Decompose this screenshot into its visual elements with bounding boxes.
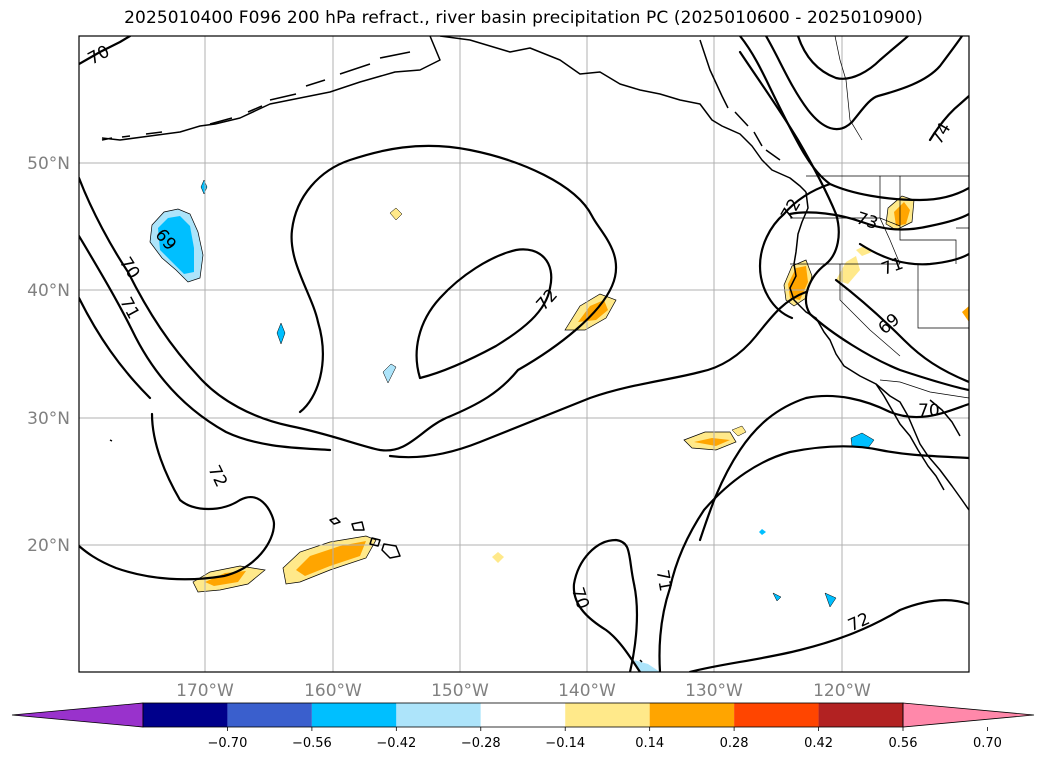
contour-70-north — [79, 36, 132, 66]
colorbar-bin — [734, 703, 819, 727]
contour-72-ridge — [738, 36, 969, 320]
small-islands — [109, 439, 643, 663]
colorbar-tick-label: 0.42 — [804, 736, 833, 751]
contour-72-loop — [79, 412, 276, 581]
lat-label: 30°N — [27, 409, 70, 429]
precip-shading — [149, 179, 969, 672]
lon-label: 150°W — [431, 681, 489, 701]
colorbar-bin — [818, 703, 903, 727]
colorbar-extend-low — [11, 702, 144, 728]
colorbar-frame — [142, 702, 904, 728]
contour-71-south — [858, 242, 969, 266]
lon-label: 160°W — [304, 681, 362, 701]
height-contours — [79, 36, 969, 672]
contour-aleutian-trough — [79, 144, 618, 452]
colorbar-bin — [143, 703, 228, 727]
colorbar-bin — [565, 703, 650, 727]
gridlines — [79, 36, 969, 672]
colorbar-tick-label: 0.70 — [973, 736, 1002, 751]
contour-70-south — [572, 538, 642, 672]
colorbar-bin — [227, 703, 312, 727]
shade-neg-small-6 — [772, 592, 782, 602]
utah-state — [917, 264, 969, 329]
colorbar: −0.70 −0.56 −0.42 −0.28 −0.14 0.14 0.28 0.42 0.5… — [11, 702, 1035, 751]
shade-pos-small-2 — [492, 552, 504, 563]
colorbar-tick-label: 0.56 — [889, 736, 918, 751]
contour-72-closed — [415, 248, 553, 380]
lat-label: 40°N — [27, 281, 70, 301]
contour-70-west — [79, 234, 332, 452]
contour-label: 71 — [652, 568, 675, 593]
shade-pos-west-core — [205, 571, 246, 586]
contour-71-lower — [658, 445, 969, 672]
lon-label: 120°W — [813, 681, 871, 701]
contour-upper-ridge — [764, 36, 964, 131]
colorbar-tick-label: 0.14 — [635, 736, 664, 751]
hawaii-islands — [329, 517, 401, 559]
shade-neg-small-3 — [382, 363, 397, 384]
baja-coast — [875, 383, 961, 491]
contour-69-lower — [834, 278, 969, 384]
colorbar-extend-high — [902, 702, 1035, 728]
shade-pos-calcoast-core — [788, 266, 808, 300]
shade-pos-interior-3 — [856, 246, 872, 256]
coastlines — [101, 36, 969, 663]
map-frame — [78, 35, 970, 673]
colorbar-bin — [311, 703, 397, 727]
shade-pos-interior-2-core — [894, 202, 910, 226]
contour-74 — [928, 94, 969, 142]
colorbar-bin — [649, 703, 735, 727]
shade-pos-subtrop-2 — [731, 425, 747, 437]
lon-label: 130°W — [685, 681, 743, 701]
shade-pos-hawaii-core — [296, 541, 366, 576]
longitude-labels: 170°W 160°W 150°W 140°W 130°W 120°W — [176, 681, 871, 701]
colorbar-tick-label: −0.56 — [292, 736, 332, 751]
se-alaska-coast — [699, 39, 781, 161]
shade-pos-small-1 — [389, 207, 403, 221]
colorbar-bin — [480, 703, 566, 727]
colorbar-tick-label: −0.28 — [461, 736, 501, 751]
shade-neg-small-8 — [634, 660, 660, 672]
shade-neg-small-5 — [759, 529, 766, 535]
contour-label: 70 — [918, 401, 940, 421]
aleutian-chain — [101, 51, 411, 141]
contour-70-lower — [698, 394, 969, 542]
map-title: 2025010400 F096 200 hPa refract., river … — [124, 8, 923, 28]
shade-neg-aleutian-core — [158, 216, 194, 274]
colorbar-tick-label: 0.28 — [720, 736, 749, 751]
map-area — [79, 36, 969, 672]
shade-pos-edge — [962, 306, 969, 322]
us-west-coast — [789, 191, 969, 511]
gulf-of-alaska-coast — [439, 36, 807, 193]
shade-neg-small-2 — [276, 322, 286, 345]
shade-neg-small-7 — [824, 592, 837, 608]
latitude-labels: 50°N 40°N 30°N 20°N — [27, 154, 70, 556]
colorbar-tick-label: −0.14 — [545, 736, 585, 751]
alaska-canada-border — [834, 36, 863, 141]
lat-label: 20°N — [27, 536, 70, 556]
lat-label: 50°N — [27, 154, 70, 174]
colorbar-tick-label: −0.70 — [208, 736, 248, 751]
lon-label: 140°W — [558, 681, 616, 701]
montana-state — [899, 176, 957, 264]
colorbar-tick-label: −0.42 — [376, 736, 416, 751]
contour-73 — [788, 211, 969, 231]
colorbar-bin — [396, 703, 481, 727]
contour-71-west — [79, 296, 152, 400]
alaska-coast — [101, 36, 441, 141]
shade-neg-small-4 — [850, 432, 875, 449]
contour-69-ridge — [738, 50, 969, 392]
mexico-border — [879, 379, 969, 399]
contour-upper-ridge-2 — [796, 36, 910, 80]
contour-72-south — [688, 598, 969, 672]
shade-pos-subtrop-core — [694, 438, 730, 446]
contour-71-long — [388, 290, 808, 459]
lon-label: 170°W — [176, 681, 234, 701]
